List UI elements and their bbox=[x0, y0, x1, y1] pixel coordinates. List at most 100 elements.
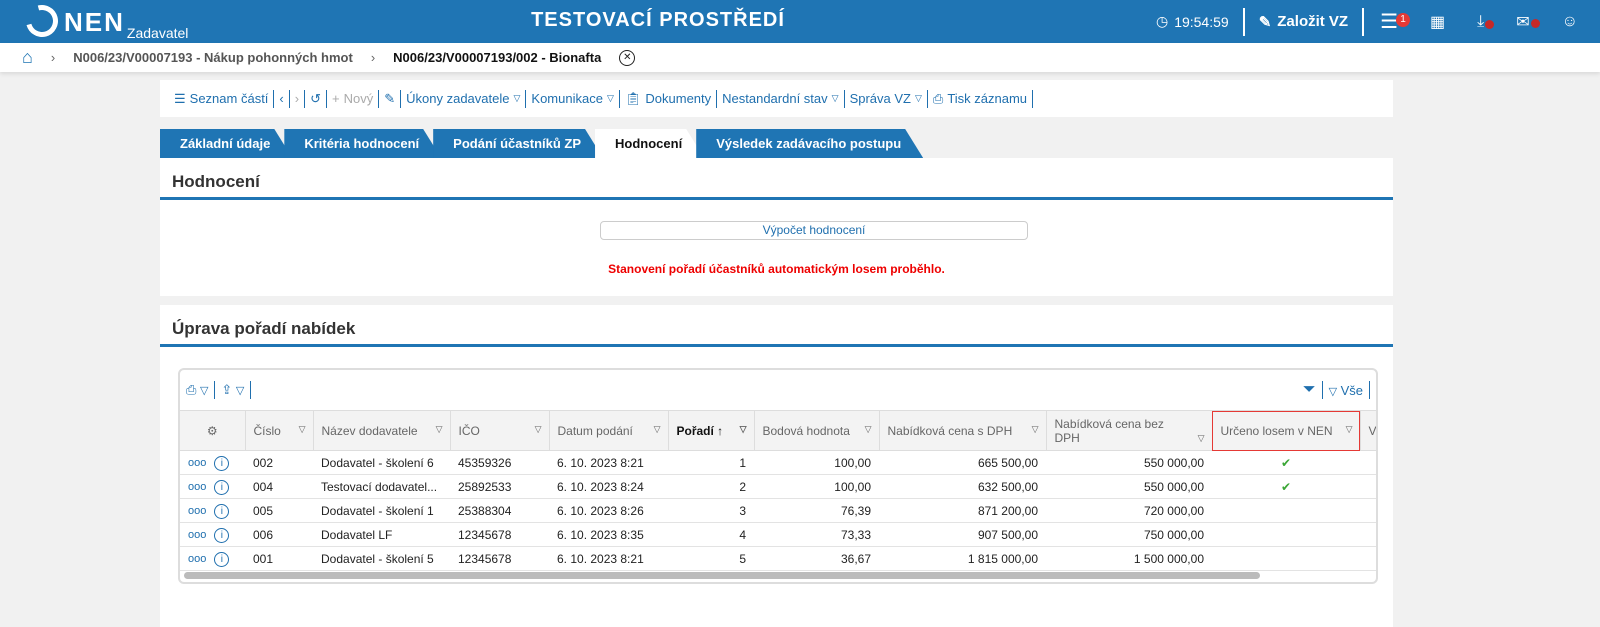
more-icon[interactable]: ooo bbox=[188, 480, 207, 493]
print-record-button[interactable]: ⎙ Tisk záznamu bbox=[932, 90, 1028, 107]
documents-button[interactable]: 📋︎ Dokumenty bbox=[624, 90, 712, 107]
filter-icon[interactable]: ⏷ bbox=[1302, 381, 1316, 398]
cell: 665 500,00 bbox=[879, 450, 1046, 475]
cell: 750 000,00 bbox=[1046, 522, 1212, 547]
parts-list-button[interactable]: ☰ Seznam částí bbox=[174, 90, 269, 107]
prev-button[interactable]: ‹ bbox=[279, 91, 284, 106]
breadcrumb-current: N006/23/V00007193/002 - Bionafta bbox=[393, 50, 602, 65]
cell: Dodavatel - školení 1 bbox=[313, 498, 450, 523]
cell: 001 bbox=[245, 546, 313, 571]
cell bbox=[1212, 498, 1360, 523]
cell: 73,33 bbox=[754, 522, 879, 547]
new-button[interactable]: + Nový bbox=[332, 91, 374, 106]
calculate-evaluation-button[interactable]: Výpočet hodnocení bbox=[600, 221, 1028, 240]
user-button[interactable]: ☺ bbox=[1546, 13, 1600, 31]
info-icon[interactable]: i bbox=[214, 551, 230, 567]
list-icon: ☰ bbox=[174, 90, 186, 106]
info-icon[interactable]: i bbox=[214, 455, 230, 471]
cell: 1 bbox=[668, 450, 754, 475]
more-icon[interactable]: ooo bbox=[188, 552, 207, 565]
col-lottery[interactable]: Určeno losem v NEN ▽ bbox=[1212, 410, 1361, 451]
create-vz-button[interactable]: ✎ Založit VZ bbox=[1258, 13, 1349, 31]
column-settings-button[interactable]: ⚙ bbox=[180, 410, 246, 451]
more-icon[interactable]: ooo bbox=[188, 504, 207, 517]
breadcrumb-item[interactable]: N006/23/V00007193 - Nákup pohonných hmot bbox=[73, 50, 353, 65]
cell: 907 500,00 bbox=[879, 522, 1046, 547]
table-row[interactable]: ooo i 004 Testovací dodavatel... 25892533 6. … bbox=[180, 474, 1376, 499]
print-menu[interactable]: ⎙ ▽ bbox=[186, 382, 209, 397]
col-cislo[interactable]: Číslo ▽ bbox=[245, 410, 314, 451]
cell: 76,39 bbox=[754, 498, 879, 523]
col-order[interactable]: Pořadí ↑ ▽ bbox=[668, 410, 755, 451]
col-price-novat[interactable]: Nabídková cena bez DPH ▽ bbox=[1046, 410, 1213, 451]
menu-button[interactable]: ☰ 1 bbox=[1364, 9, 1414, 34]
col-ico[interactable]: IČO ▽ bbox=[450, 410, 550, 451]
cell: 2 bbox=[668, 474, 754, 499]
cell: 45359326 bbox=[450, 450, 549, 475]
info-icon[interactable]: i bbox=[214, 479, 230, 495]
cell: 25892533 bbox=[450, 474, 549, 499]
breadcrumb: ⌂ › N006/23/V00007193 - Nákup pohonných … bbox=[0, 43, 1600, 72]
table-row[interactable]: ooo i 005 Dodavatel - školení 1 25388304 6. 1… bbox=[180, 498, 1376, 523]
tab-result[interactable]: Výsledek zadávacího postupu bbox=[696, 129, 923, 158]
cell: ✔ bbox=[1212, 450, 1360, 475]
close-icon[interactable]: ✕ bbox=[619, 49, 636, 66]
home-icon[interactable]: ⌂ bbox=[22, 47, 33, 67]
tab-submissions[interactable]: Podání účastníků ZP bbox=[433, 129, 603, 158]
calendar-icon: ▦ bbox=[1430, 13, 1446, 31]
menu-icon: ☰ bbox=[1380, 11, 1399, 33]
cell: 6. 10. 2023 8:35 bbox=[549, 522, 668, 547]
col-more[interactable]: Vy bbox=[1360, 410, 1376, 451]
next-button[interactable]: › bbox=[294, 91, 300, 106]
row-actions[interactable]: ooo i bbox=[180, 450, 245, 475]
nonstandard-state-menu[interactable]: Nestandardní stav ▽ bbox=[722, 91, 839, 106]
cell: 6. 10. 2023 8:21 bbox=[549, 546, 668, 571]
tab-criteria[interactable]: Kritéria hodnocení bbox=[284, 129, 441, 158]
app-header: NEN Zadavatel TESTOVACÍ PROSTŘEDÍ ◷ 19:54:… bbox=[0, 0, 1600, 43]
horizontal-scrollbar[interactable] bbox=[184, 572, 1260, 579]
row-actions[interactable]: ooo i bbox=[180, 474, 245, 499]
row-actions[interactable]: ooo i bbox=[180, 498, 245, 523]
cell: 632 500,00 bbox=[879, 474, 1046, 499]
row-actions[interactable]: ooo i bbox=[180, 546, 245, 571]
mail-button[interactable]: ✉ bbox=[1500, 12, 1545, 32]
communication-menu[interactable]: Komunikace ▽ bbox=[531, 91, 614, 106]
mail-icon: ✉ bbox=[1516, 13, 1530, 31]
export-menu[interactable]: ⇪ ▽ bbox=[221, 382, 245, 397]
col-points[interactable]: Bodová hodnota ▽ bbox=[754, 410, 880, 451]
clipboard-icon: 📋︎ bbox=[624, 90, 642, 106]
filter-all-menu[interactable]: ▽ Vše bbox=[1328, 382, 1363, 398]
download-button[interactable]: ⤓ bbox=[1461, 13, 1500, 31]
col-date[interactable]: Datum podání ▽ bbox=[549, 410, 669, 451]
table-row[interactable]: ooo i 006 Dodavatel LF 12345678 6. 10. 2023 8… bbox=[180, 522, 1376, 547]
cell: Dodavatel - školení 6 bbox=[313, 450, 450, 475]
cell: 002 bbox=[245, 450, 313, 475]
edit-button[interactable]: ✎ bbox=[379, 91, 400, 107]
toolbar: ☰ Seznam částí ‹ › ↺ + Nový ✎ Úkony zadava… bbox=[160, 80, 1393, 117]
more-icon[interactable]: ooo bbox=[188, 456, 207, 469]
cell: 12345678 bbox=[450, 522, 549, 547]
environment-title: TESTOVACÍ PROSTŘEDÍ bbox=[531, 9, 785, 31]
row-actions[interactable]: ooo i bbox=[180, 522, 245, 547]
nen-logo[interactable]: NEN Zadavatel bbox=[20, 0, 188, 43]
table-row[interactable]: ooo i 002 Dodavatel - školení 6 45359326 6. 1… bbox=[180, 450, 1376, 475]
tabs: Základní údaje Kritéria hodnocení Podání… bbox=[160, 129, 915, 158]
cell: 550 000,00 bbox=[1046, 450, 1212, 475]
cell: 4 bbox=[668, 522, 754, 547]
col-name[interactable]: Název dodavatele ▽ bbox=[313, 410, 451, 451]
table-row[interactable]: ooo i 001 Dodavatel - školení 5 12345678 6. 1… bbox=[180, 546, 1376, 571]
info-icon[interactable]: i bbox=[214, 527, 230, 543]
tab-evaluation[interactable]: Hodnocení bbox=[595, 129, 704, 158]
tab-basic-data[interactable]: Základní údaje bbox=[160, 129, 292, 158]
actions-menu[interactable]: Úkony zadavatele ▽ bbox=[406, 91, 521, 106]
clock: ◷ 19:54:59 bbox=[1155, 13, 1229, 30]
vz-management-menu[interactable]: Správa VZ ▽ bbox=[849, 91, 922, 106]
refresh-button[interactable]: ↺ bbox=[310, 90, 322, 106]
more-icon[interactable]: ooo bbox=[188, 528, 207, 541]
cell: 005 bbox=[245, 498, 313, 523]
calendar-button[interactable]: ▦ bbox=[1414, 12, 1461, 32]
col-price-vat[interactable]: Nabídková cena s DPH ▽ bbox=[879, 410, 1047, 451]
info-icon[interactable]: i bbox=[214, 503, 230, 519]
cell: 720 000,00 bbox=[1046, 498, 1212, 523]
cell: ✔ bbox=[1212, 474, 1360, 499]
